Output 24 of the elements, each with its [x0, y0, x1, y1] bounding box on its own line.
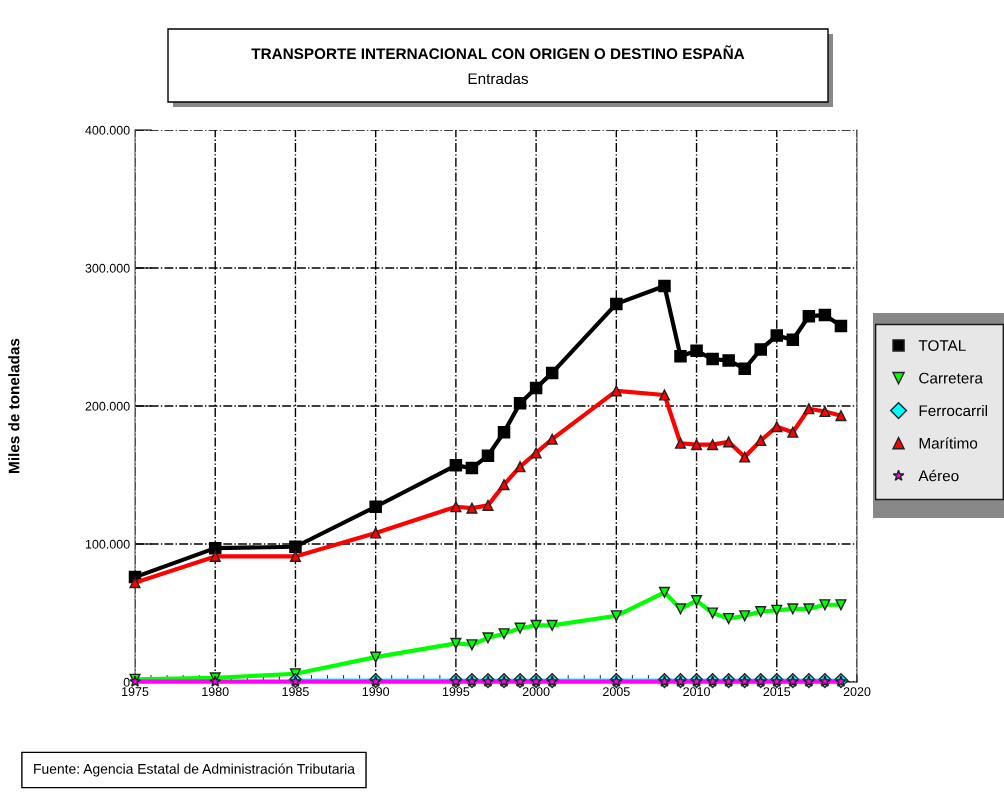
y-tick-label: 400.000 [85, 125, 130, 135]
chart-title: TRANSPORTE INTERNACIONAL CON ORIGEN O DESTINO ESPAÑA [251, 45, 745, 60]
legend-label: Ferrocarril [919, 404, 987, 417]
legend-label: Aéreo [918, 469, 959, 482]
x-tick-label: 2015 [763, 687, 791, 697]
source-note: Fuente: Agencia Estatal de Administración Tributaria [34, 763, 355, 777]
x-tick-label: 1975 [122, 687, 149, 697]
y-tick-label: 0 [123, 677, 130, 687]
x-tick-label: 2010 [683, 687, 710, 697]
y-tick-label: 300.000 [85, 263, 130, 273]
y-axis-title: Miles de toneladas [8, 338, 20, 473]
y-tick-label: 100.000 [85, 539, 130, 549]
x-tick-label: 1985 [282, 687, 309, 697]
legend-label: TOTAL [918, 340, 966, 351]
x-tick-label: 1995 [442, 687, 470, 697]
x-tick-label: 2005 [603, 687, 630, 697]
x-tick-label: 1990 [362, 687, 390, 697]
x-tick-label: 2020 [843, 687, 871, 697]
x-tick-label: 2000 [522, 687, 550, 697]
chart-subtitle: Entradas [468, 72, 529, 85]
y-tick-label: 200.000 [85, 401, 130, 411]
legend-label: Carretera [919, 372, 983, 384]
x-tick-label: 1980 [202, 687, 229, 697]
legend-label: Marítimo [919, 437, 978, 449]
